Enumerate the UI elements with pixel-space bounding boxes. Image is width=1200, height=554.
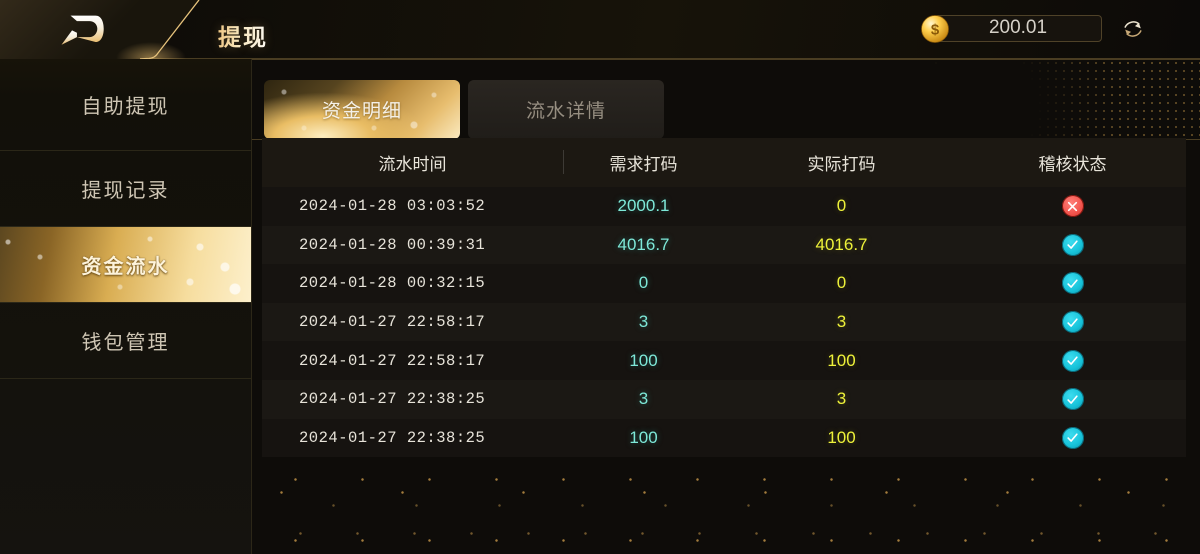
svg-text:$: $ <box>931 21 940 38</box>
